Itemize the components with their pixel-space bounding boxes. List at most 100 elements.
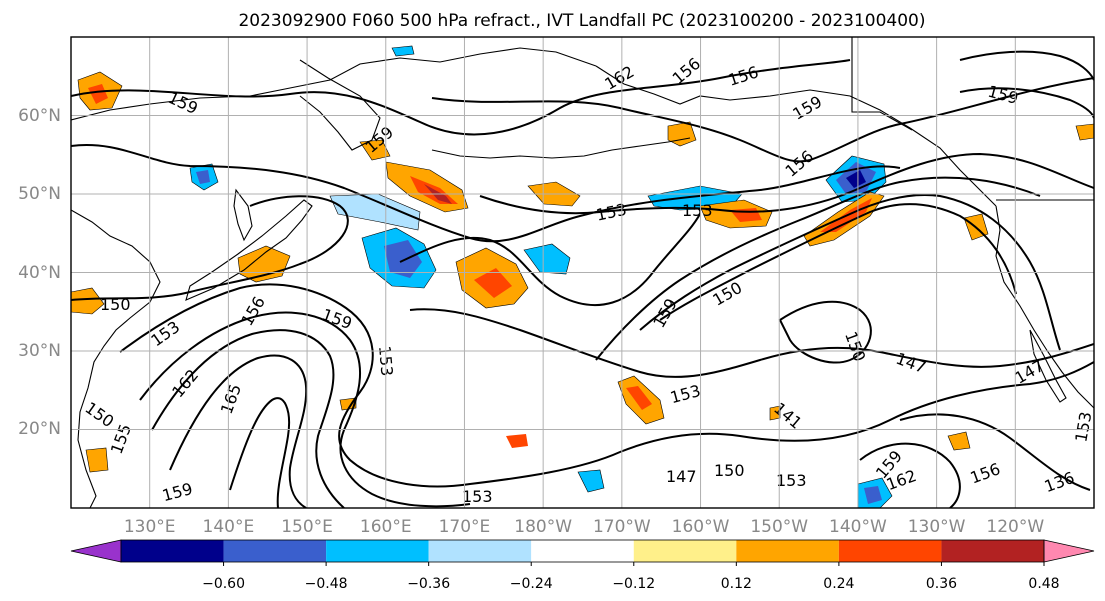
contour-line (169, 354, 308, 508)
contour-line (479, 152, 1094, 215)
lon-label: 180°W (514, 517, 572, 537)
shade-patch (391, 45, 415, 57)
colorbar-segment (838, 540, 942, 562)
colorbar-extend-low (70, 539, 122, 563)
contour-label: 153 (462, 487, 493, 506)
shade-patch (577, 469, 605, 493)
colorbar-tick-label: 0.24 (823, 576, 854, 592)
shade-patch (506, 434, 528, 448)
lat-label: 30°N (18, 341, 61, 361)
contour-line (899, 413, 1091, 491)
colorbar-outline (120, 539, 1045, 563)
contour-line (151, 329, 345, 508)
colorbar-segment (121, 540, 224, 562)
colorbar-segment (941, 540, 1044, 562)
map-title: 2023092900 F060 500 hPa refract., IVT La… (238, 11, 925, 31)
colorbar-tick-label: 0.48 (1028, 576, 1059, 592)
lat-label: 20°N (18, 419, 61, 439)
shade-patch (384, 240, 422, 278)
lon-label: 130°W (908, 517, 966, 537)
lon-tick-labels: 130°E 140°E 150°E 160°E 170°E 180°W 170°W 160°W… (124, 517, 1045, 537)
gridlines (71, 37, 1094, 508)
contour-line (959, 87, 1094, 119)
lat-tick-labels: 20°N 30°N 40°N 50°N 60°N (18, 106, 61, 439)
shade-patch (523, 243, 571, 275)
lat-label: 50°N (18, 184, 61, 204)
colorbar-tick-label: −0.24 (510, 576, 553, 592)
contour-line (71, 59, 851, 136)
colorbar-tick-label: 0.12 (721, 576, 752, 592)
contour-line (399, 213, 701, 306)
contour-label: 153 (776, 471, 807, 490)
lon-label: 160°E (360, 517, 412, 537)
colorbar-segment (428, 540, 532, 562)
coast-north-america (995, 205, 1094, 409)
contour-label: 153 (682, 201, 713, 220)
lat-label: 40°N (18, 263, 61, 283)
map-panel: 162 156 156 159 159 159 156 153 153 150 … (70, 36, 1095, 509)
shade-patch (864, 486, 882, 504)
shade-patch (474, 268, 512, 298)
coast-sakhalin (233, 188, 253, 242)
contour-line (71, 195, 349, 301)
contour-label: 150 (714, 461, 745, 480)
colorbar-tick-label: −0.12 (612, 576, 655, 592)
coast-aleutians (431, 137, 691, 159)
shade-patch (88, 84, 108, 104)
map-frame (70, 36, 1095, 509)
shade-patch (196, 170, 210, 184)
colorbar-segment (531, 540, 634, 562)
colorbar-extend-high (1043, 539, 1095, 563)
colorbar-segment (223, 540, 327, 562)
shade-patch (1075, 123, 1094, 141)
lon-label: 160°W (672, 517, 730, 537)
shade-patch (846, 170, 866, 188)
border-alaska-canada (851, 37, 913, 131)
lon-label: 140°W (829, 517, 887, 537)
colorbar-tick-label: −0.36 (407, 576, 450, 592)
lon-label: 170°E (439, 517, 491, 537)
coast-baja (1029, 329, 1067, 403)
coast-siberia (71, 47, 597, 121)
shade-patch (626, 386, 652, 410)
contour-line (639, 193, 1061, 351)
shade-patch (947, 431, 971, 451)
shade-patch (339, 397, 357, 411)
coastlines (71, 37, 1094, 508)
contour-line (959, 50, 1094, 81)
contour-line (229, 397, 290, 508)
colorbar-segment (326, 540, 429, 562)
shade-patch (85, 447, 109, 473)
colorbar-tick-label: −0.60 (202, 576, 245, 592)
contour-line (859, 442, 961, 508)
colorbar-segment (736, 540, 839, 562)
contour-line (119, 283, 1094, 488)
colorbar-segment (633, 540, 737, 562)
coast-alaska (595, 65, 997, 207)
contour-label: 147 (666, 467, 697, 486)
shading-layer (71, 45, 1094, 508)
shade-patch (71, 287, 105, 315)
contour-line (778, 300, 872, 364)
coast-east-asia (71, 209, 161, 508)
shade-patch (359, 139, 391, 161)
colorbar-tick-label: −0.48 (305, 576, 348, 592)
colorbar-tick-label: 0.36 (926, 576, 957, 592)
coast-japan (185, 199, 313, 301)
contour-line (431, 77, 1094, 163)
colorbar-tick-labels: −0.60 −0.48 −0.36 −0.24 −0.12 0.12 0.24 0.36 0.4… (202, 562, 1060, 592)
lat-label: 60°N (18, 106, 61, 126)
lon-label: 150°W (750, 517, 808, 537)
lon-label: 170°W (593, 517, 651, 537)
contour-line (595, 176, 1041, 361)
shade-patch (769, 405, 781, 421)
lon-label: 130°E (124, 517, 176, 537)
contour-line (659, 203, 1017, 321)
lon-label: 150°E (281, 517, 333, 537)
colorbar-segments (70, 539, 1095, 563)
contour-line (409, 308, 1094, 378)
coast-kamchatka (299, 59, 381, 151)
contour-label: 150 (100, 295, 131, 314)
lon-label: 120°W (986, 517, 1044, 537)
